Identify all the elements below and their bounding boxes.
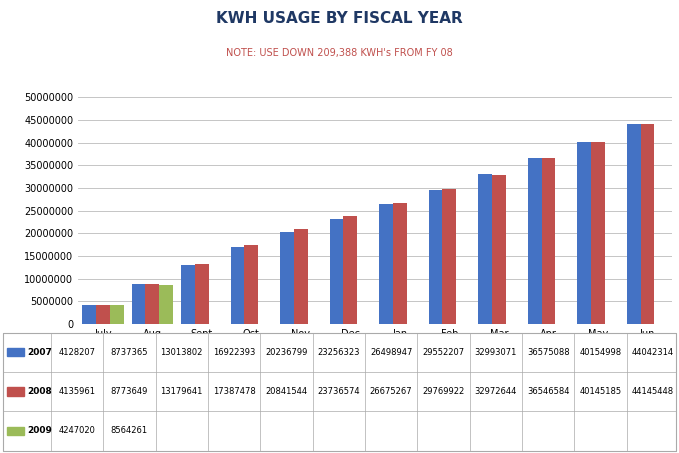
- Text: 29552207: 29552207: [422, 348, 464, 357]
- Bar: [145, 284, 160, 324]
- Text: 13013802: 13013802: [161, 348, 203, 357]
- Bar: [96, 305, 110, 324]
- Text: 20236799: 20236799: [265, 348, 308, 357]
- Text: 32972644: 32972644: [475, 387, 517, 396]
- Bar: [492, 174, 506, 324]
- Bar: [7, 387, 24, 396]
- Bar: [541, 159, 555, 324]
- Bar: [280, 232, 294, 324]
- Bar: [591, 142, 605, 324]
- Bar: [110, 305, 124, 324]
- Text: 23256323: 23256323: [318, 348, 360, 357]
- Text: 13179641: 13179641: [161, 387, 203, 396]
- Text: NOTE: USE DOWN 209,388 KWH's FROM FY 08: NOTE: USE DOWN 209,388 KWH's FROM FY 08: [226, 48, 453, 58]
- Bar: [640, 124, 655, 324]
- Text: 4128207: 4128207: [58, 348, 96, 357]
- Bar: [528, 158, 541, 324]
- Text: 36546584: 36546584: [527, 387, 570, 396]
- Bar: [428, 190, 443, 324]
- Text: 29769922: 29769922: [422, 387, 464, 396]
- Text: 44145448: 44145448: [631, 387, 674, 396]
- Text: 2008: 2008: [27, 387, 52, 396]
- Bar: [160, 285, 173, 324]
- Text: 36575088: 36575088: [527, 348, 570, 357]
- Bar: [244, 245, 258, 324]
- Bar: [329, 218, 344, 324]
- Text: 2007: 2007: [27, 348, 52, 357]
- Text: 23736574: 23736574: [318, 387, 360, 396]
- Text: 16922393: 16922393: [213, 348, 255, 357]
- Text: 4135961: 4135961: [58, 387, 96, 396]
- Bar: [577, 142, 591, 324]
- Text: 4247020: 4247020: [58, 426, 96, 435]
- Bar: [294, 230, 308, 324]
- Text: 40145185: 40145185: [579, 387, 621, 396]
- Bar: [82, 305, 96, 324]
- Bar: [7, 348, 24, 357]
- Text: 8737365: 8737365: [111, 348, 148, 357]
- Bar: [132, 284, 145, 324]
- Text: 32993071: 32993071: [475, 348, 517, 357]
- Text: 8773649: 8773649: [111, 387, 148, 396]
- Bar: [627, 125, 640, 324]
- Bar: [231, 247, 244, 324]
- Bar: [443, 189, 456, 324]
- Text: 20841544: 20841544: [265, 387, 308, 396]
- Text: 26498947: 26498947: [370, 348, 412, 357]
- Bar: [195, 264, 208, 324]
- Bar: [379, 204, 393, 324]
- Text: KWH USAGE BY FISCAL YEAR: KWH USAGE BY FISCAL YEAR: [216, 11, 463, 26]
- Bar: [478, 174, 492, 324]
- Text: 26675267: 26675267: [370, 387, 412, 396]
- Bar: [344, 217, 357, 324]
- Text: 2009: 2009: [27, 426, 52, 435]
- Bar: [393, 203, 407, 324]
- Text: 40154998: 40154998: [579, 348, 621, 357]
- Text: 44042314: 44042314: [631, 348, 674, 357]
- Bar: [181, 265, 195, 324]
- Bar: [7, 427, 24, 435]
- Text: 8564261: 8564261: [111, 426, 148, 435]
- Text: 17387478: 17387478: [213, 387, 255, 396]
